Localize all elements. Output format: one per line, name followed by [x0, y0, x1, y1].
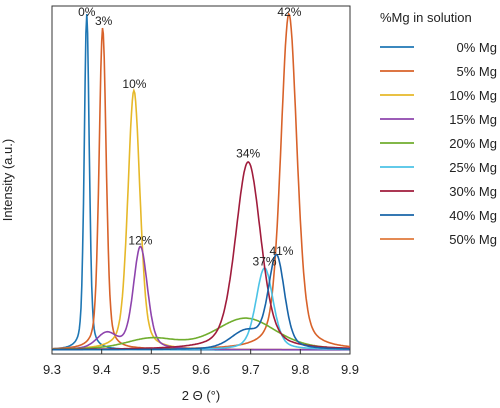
series-line-5-mg — [52, 12, 351, 350]
x-tick-label: 9.8 — [291, 362, 309, 377]
series-line-10-mg — [52, 88, 350, 351]
legend-label: 5% Mg — [457, 64, 497, 79]
legend-label: 25% Mg — [449, 160, 497, 175]
legend-label: 30% Mg — [449, 184, 497, 199]
peak-label: 3% — [95, 14, 113, 28]
legend-label: 10% Mg — [449, 88, 497, 103]
legend-title: %Mg in solution — [380, 10, 472, 25]
legend-items: 0% Mg 5% Mg 10% Mg 15% Mg 20% Mg 25% Mg 30% Mg… — [380, 40, 497, 247]
series-layer — [52, 12, 351, 351]
peak-label: 37% — [253, 254, 277, 268]
peak-label: 12% — [128, 233, 152, 247]
legend-label: 40% Mg — [449, 208, 497, 223]
legend-label: 20% Mg — [449, 136, 497, 151]
legend-label: 0% Mg — [457, 40, 497, 55]
legend-label: 50% Mg — [449, 232, 497, 247]
x-tick-label: 9.3 — [43, 362, 61, 377]
peak-label: 42% — [277, 5, 301, 19]
x-axis-label: 2 Θ (°) — [182, 388, 220, 403]
x-tick-label: 9.7 — [242, 362, 260, 377]
x-tick-label: 9.9 — [341, 362, 359, 377]
x-tick-label: 9.6 — [192, 362, 210, 377]
legend-label: 15% Mg — [449, 112, 497, 127]
peak-label: 0% — [78, 5, 96, 19]
plot-frame — [51, 5, 351, 355]
x-axis: 9.3 9.4 9.5 9.6 9.7 9.8 9.9 — [43, 349, 359, 377]
peak-label: 41% — [269, 244, 293, 258]
legend: %Mg in solution 0% Mg 5% Mg 10% Mg 15% Mg 20… — [380, 10, 497, 247]
annotation-layer: 0%3% 10% 12% 34% 37%41% 42% — [78, 5, 302, 268]
peak-label: 34% — [236, 146, 260, 160]
x-tick-label: 9.4 — [93, 362, 111, 377]
y-axis-label: Intensity (a.u.) — [0, 139, 15, 221]
series-line-0-mg — [52, 13, 350, 351]
series-line-20-mg — [52, 317, 350, 350]
peak-label: 10% — [122, 77, 146, 91]
plot-area: 0%3%10%12%34%37%41%42% 9.3 9.4 9.5 9.6 9.7 9.… — [43, 5, 359, 377]
x-tick-label: 9.5 — [142, 362, 160, 377]
